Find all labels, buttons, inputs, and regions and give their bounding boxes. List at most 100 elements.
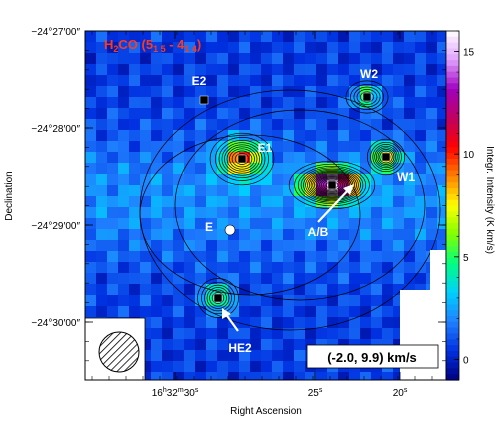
map-pixel — [404, 207, 416, 219]
map-pixel — [140, 306, 152, 318]
map-pixel — [217, 130, 229, 142]
map-pixel — [217, 372, 229, 380]
map-pixel — [371, 174, 383, 186]
map-pixel — [250, 174, 262, 186]
map-pixel — [107, 42, 119, 54]
map-pixel — [371, 196, 383, 208]
map-pixel — [272, 196, 284, 208]
map-pixel — [195, 174, 207, 186]
map-pixel — [316, 262, 328, 274]
map-pixel — [316, 317, 328, 329]
map-pixel — [184, 284, 196, 296]
colorbar-label: Integr. Intensity (K km/s) — [484, 146, 495, 254]
map-pixel — [118, 163, 130, 175]
map-pixel — [151, 317, 163, 329]
map-pixel — [437, 64, 446, 76]
map-pixel — [404, 108, 416, 120]
colorbar-segment — [446, 112, 459, 119]
map-pixel — [162, 350, 174, 362]
map-pixel — [173, 152, 185, 164]
map-pixel — [382, 262, 394, 274]
map-pixel — [272, 75, 284, 87]
contour-line — [231, 150, 253, 168]
map-pixel — [206, 350, 218, 362]
map-pixel — [140, 119, 152, 131]
map-pixel — [228, 42, 240, 54]
map-pixel — [184, 31, 196, 43]
map-pixel — [415, 75, 427, 87]
colorbar-segment — [446, 129, 459, 137]
map-pixel — [360, 372, 372, 380]
map-pixel — [96, 86, 108, 98]
colorbar-segment — [446, 263, 459, 271]
map-pixel — [349, 251, 361, 263]
map-pixel — [151, 174, 163, 186]
map-pixels — [85, 31, 446, 380]
map-pixel — [107, 64, 119, 76]
map-pixel — [360, 185, 372, 197]
map-pixel — [107, 218, 119, 230]
map-pixel — [228, 372, 240, 380]
map-pixel — [426, 152, 438, 164]
map-pixel — [327, 284, 339, 296]
colorbar-segment — [446, 31, 459, 38]
map-pixel — [206, 339, 218, 351]
map-pixel — [437, 75, 446, 87]
map-pixel — [173, 240, 185, 252]
map-pixel — [371, 317, 383, 329]
map-pixel — [305, 229, 317, 241]
colorbar-segment — [446, 42, 459, 50]
map-pixel — [85, 152, 97, 164]
map-pixel — [283, 97, 295, 109]
map-pixel — [239, 284, 251, 296]
contour-line — [377, 149, 395, 165]
map-pixel — [250, 207, 262, 219]
map-pixel — [349, 207, 361, 219]
map-pixel — [107, 251, 119, 263]
map-pixel — [96, 42, 108, 54]
map-pixel — [294, 218, 306, 230]
contour-line — [350, 84, 384, 110]
colorbar-tick-label: 0 — [463, 355, 469, 366]
map-pixel — [382, 64, 394, 76]
contour-line — [313, 174, 351, 196]
map-pixel — [404, 284, 416, 296]
map-pixel — [118, 218, 130, 230]
map-pixel — [305, 42, 317, 54]
map-pixel — [107, 31, 119, 43]
map-pixel — [140, 163, 152, 175]
map-pixel — [426, 218, 438, 230]
map-pixel — [283, 42, 295, 54]
map-pixel — [250, 185, 262, 197]
map-pixel — [217, 361, 229, 373]
map-pixel — [173, 64, 185, 76]
map-pixel — [184, 185, 196, 197]
map-pixel — [415, 284, 427, 296]
map-pixel — [316, 196, 328, 208]
contour-line — [323, 179, 341, 191]
map-pixel — [338, 86, 350, 98]
map-pixel — [140, 295, 152, 307]
source-marker-w1 — [381, 152, 391, 162]
map-pixel — [151, 97, 163, 109]
map-pixel — [96, 53, 108, 65]
map-pixel — [140, 350, 152, 362]
colorbar-segment — [446, 252, 459, 259]
map-pixel — [371, 240, 383, 252]
map-pixel — [327, 119, 339, 131]
map-pixel — [195, 372, 207, 380]
map-pixel — [151, 306, 163, 318]
contour-line — [317, 176, 347, 194]
map-pixel — [327, 218, 339, 230]
map-pixel — [382, 207, 394, 219]
map-pixel — [96, 152, 108, 164]
map-pixel — [294, 130, 306, 142]
map-pixel — [437, 86, 446, 98]
map-pixel — [316, 141, 328, 153]
contour-line — [226, 146, 258, 172]
map-pixel — [250, 372, 262, 380]
map-pixel — [217, 75, 229, 87]
map-pixel — [162, 229, 174, 241]
map-pixel — [261, 75, 273, 87]
map-pixel — [360, 42, 372, 54]
